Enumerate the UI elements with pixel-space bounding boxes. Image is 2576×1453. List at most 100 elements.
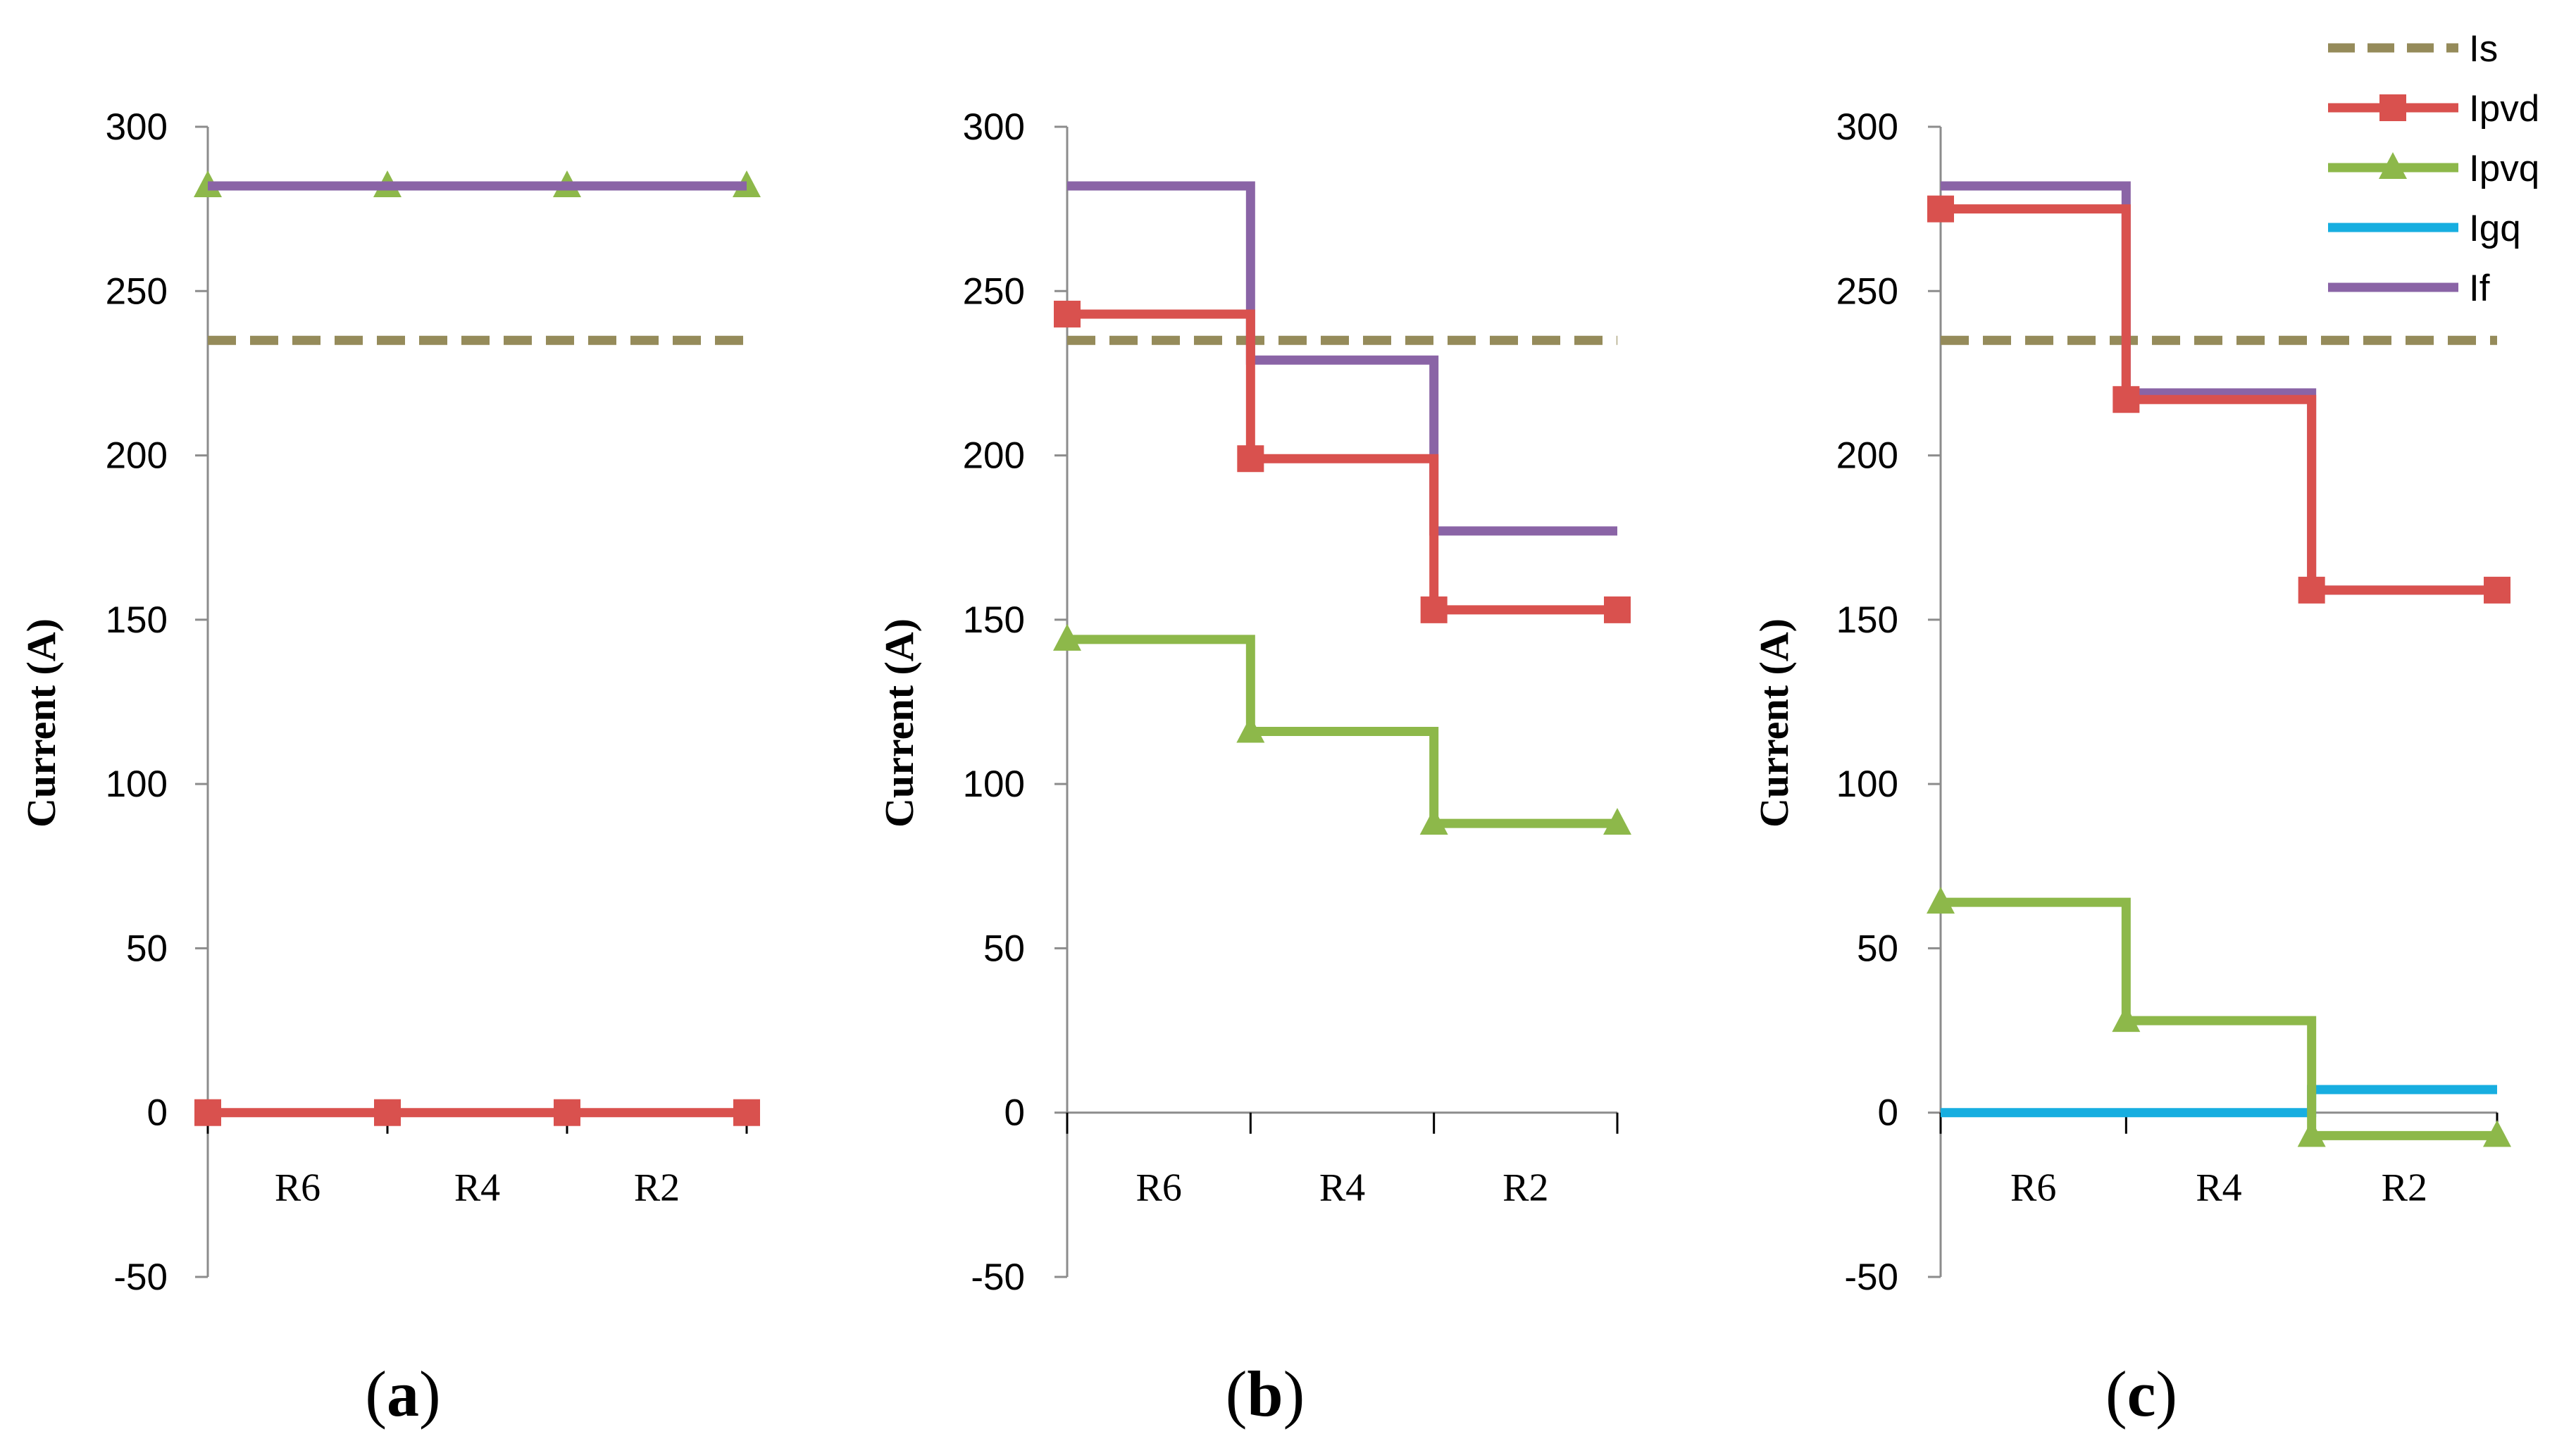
data-point-ipvd	[1420, 596, 1448, 623]
caption-open-paren: (	[365, 1358, 387, 1430]
data-point-ipvd	[1927, 195, 1954, 223]
legend-label: Is	[2469, 28, 2498, 70]
series-ipvd	[1054, 300, 1631, 623]
y-tick-label: 0	[1878, 1092, 1898, 1134]
x-category-label: R6	[2010, 1166, 2056, 1210]
series-line-ipvq	[1067, 635, 1617, 828]
series-line-ipvd	[1067, 309, 1617, 615]
series-line-if	[1067, 181, 1617, 536]
caption-letter: c	[2127, 1358, 2156, 1430]
legend-marker	[2379, 152, 2407, 179]
caption-close-paren: )	[419, 1358, 441, 1430]
y-tick-label: 250	[106, 270, 168, 312]
legend-label: If	[2469, 268, 2490, 309]
y-tick-label: 250	[963, 270, 1025, 312]
x-category-label: R4	[2196, 1166, 2241, 1210]
x-category-label: R2	[634, 1166, 680, 1210]
data-point-ipvd	[2298, 576, 2325, 604]
series-line-igq	[1941, 1085, 2497, 1118]
y-tick-label: 250	[1836, 270, 1898, 312]
data-point-ipvq	[2483, 1120, 2511, 1147]
series-igq	[1941, 1085, 2497, 1118]
y-tick-label: -50	[971, 1256, 1025, 1298]
data-point-ipvd	[194, 1099, 221, 1126]
y-tick-label: 150	[106, 599, 168, 641]
chart-panel-c: 300 250 200 150 100 50 0 -50 R6 R4 R2 Current (A)	[1751, 106, 2511, 1298]
y-tick-label: 200	[106, 435, 168, 477]
y-axis-title: Current (A)	[876, 618, 922, 828]
data-point-ipvd	[2113, 386, 2140, 413]
series-line-ipvq	[1941, 897, 2497, 1140]
series-if	[1067, 181, 1617, 536]
data-point-ipvd	[554, 1099, 580, 1126]
data-point-ipvd	[1054, 300, 1081, 328]
y-tick-label: 50	[126, 928, 168, 969]
data-point-ipvd	[1604, 596, 1631, 623]
legend: Is Ipvd Ipvq Igq If	[2328, 28, 2539, 309]
y-tick-label: -50	[1844, 1256, 1898, 1298]
series-ipvq	[1927, 887, 2511, 1147]
x-category-label: R2	[2382, 1166, 2427, 1210]
y-tick-label: 0	[1004, 1092, 1025, 1134]
series-if	[1941, 181, 2497, 595]
y-tick-label: -50	[113, 1256, 168, 1298]
data-point-ipvq	[1419, 808, 1448, 835]
data-point-ipvq	[1236, 716, 1265, 743]
legend-label: Igq	[2469, 208, 2521, 249]
y-tick-label: 300	[106, 106, 168, 148]
y-tick-label: 300	[1836, 106, 1898, 148]
legend-marker	[2379, 94, 2406, 121]
caption-open-paren: (	[2105, 1358, 2127, 1430]
data-point-ipvq	[2297, 1120, 2326, 1147]
caption-letter: a	[387, 1358, 419, 1430]
y-tick-label: 50	[1857, 928, 1898, 969]
data-point-ipvq	[1603, 808, 1631, 835]
series-ipvd	[194, 1099, 760, 1126]
data-point-ipvq	[1927, 887, 1955, 914]
series-line-if	[1941, 181, 2497, 595]
data-point-ipvd	[374, 1099, 401, 1126]
y-tick-label: 100	[1836, 763, 1898, 805]
x-category-label: R4	[454, 1166, 500, 1210]
data-point-ipvd	[1237, 445, 1264, 473]
caption-close-paren: )	[1283, 1358, 1305, 1430]
y-tick-label: 0	[147, 1092, 168, 1134]
data-point-ipvd	[733, 1099, 760, 1126]
y-axis-title: Current (A)	[18, 618, 64, 828]
series-ipvq	[1053, 623, 1631, 835]
x-category-label: R6	[1135, 1166, 1181, 1210]
data-point-ipvd	[2484, 576, 2510, 604]
legend-item-is: Is	[2328, 28, 2498, 70]
series-ipvd	[1927, 195, 2510, 604]
caption-open-paren: (	[1226, 1358, 1247, 1430]
chart-panel-b: 300 250 200 150 100 50 0 -50 R6 R4 R2 Current (A)	[876, 106, 1631, 1298]
y-tick-label: 100	[106, 763, 168, 805]
x-category-label: R2	[1502, 1166, 1548, 1210]
y-tick-label: 50	[983, 928, 1025, 969]
legend-item-ipvq: Ipvq	[2328, 148, 2539, 189]
data-point-ipvq	[1053, 623, 1081, 651]
x-category-label: R6	[275, 1166, 321, 1210]
legend-item-igq: Igq	[2328, 208, 2521, 249]
chart-panel-a: 300 250 200 150 100 50 0 -50 R6 R4 R2 Current (A)	[18, 106, 761, 1298]
legend-label: Ipvq	[2469, 148, 2539, 189]
panel-caption: (c)	[2105, 1358, 2177, 1430]
caption-close-paren: )	[2155, 1358, 2177, 1430]
y-tick-label: 300	[963, 106, 1025, 148]
y-axis-title: Current (A)	[1751, 618, 1797, 828]
data-point-ipvq	[2112, 1005, 2141, 1033]
legend-label: Ipvd	[2469, 88, 2539, 130]
y-tick-label: 200	[963, 435, 1025, 477]
y-tick-label: 100	[963, 763, 1025, 805]
series-line-ipvd	[1941, 204, 2497, 595]
y-tick-label: 200	[1836, 435, 1898, 477]
legend-item-ipvd: Ipvd	[2328, 88, 2539, 130]
y-tick-label: 150	[1836, 599, 1898, 641]
caption-letter: b	[1247, 1358, 1283, 1430]
panel-caption: (a)	[365, 1358, 440, 1430]
y-tick-label: 150	[963, 599, 1025, 641]
x-category-label: R4	[1319, 1166, 1365, 1210]
legend-item-if: If	[2328, 268, 2490, 309]
panel-caption: (b)	[1226, 1358, 1305, 1430]
